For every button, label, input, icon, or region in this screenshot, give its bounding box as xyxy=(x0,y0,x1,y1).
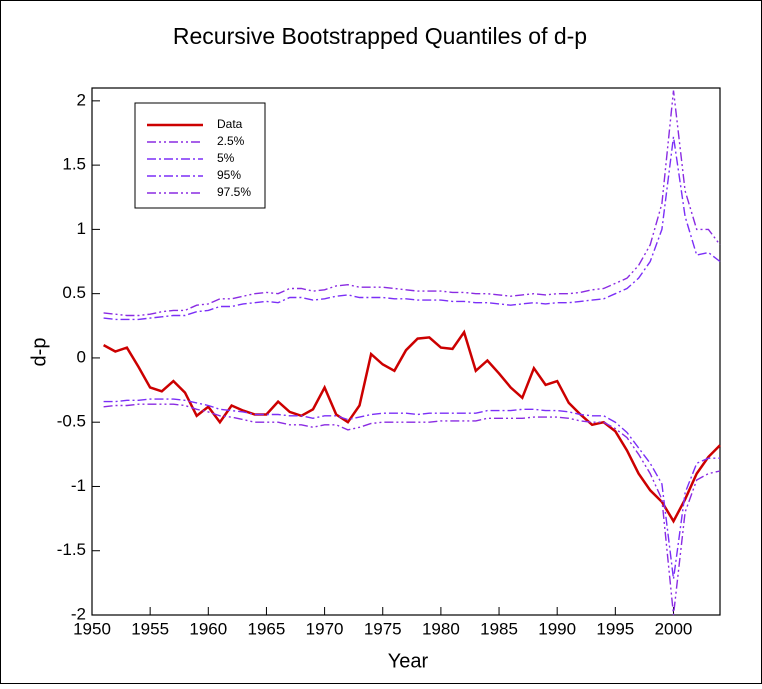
x-tick-label: 1985 xyxy=(480,619,518,638)
legend-label: 97.5% xyxy=(217,185,251,199)
x-tick-label: 2000 xyxy=(655,619,693,638)
y-tick-label: 0 xyxy=(77,347,86,366)
y-tick-label: -1.5 xyxy=(57,540,86,559)
legend-box xyxy=(134,102,266,209)
x-tick-label: 1975 xyxy=(364,619,402,638)
x-tick-label: 1960 xyxy=(189,619,227,638)
series-line xyxy=(103,398,720,580)
series-line xyxy=(103,329,721,524)
series-line xyxy=(103,403,721,616)
x-tick-label: 1965 xyxy=(248,619,286,638)
x-tick-label: 1995 xyxy=(596,619,634,638)
y-tick-label: -1 xyxy=(71,476,86,495)
chart-title: Recursive Bootstrapped Quantiles of d-p xyxy=(173,23,587,49)
y-tick-label: 2 xyxy=(77,90,86,109)
legend-label: 5% xyxy=(217,151,235,165)
x-tick-label: 1950 xyxy=(73,619,111,638)
x-tick-label: 1990 xyxy=(538,619,576,638)
series-line xyxy=(103,136,721,321)
x-tick-label: 1970 xyxy=(306,619,344,638)
y-tick-label: 1 xyxy=(77,219,86,238)
y-tick-label: 1.5 xyxy=(62,155,86,174)
legend-label: 95% xyxy=(217,168,241,182)
x-tick-label: 1955 xyxy=(131,619,169,638)
legend-label: 2.5% xyxy=(217,134,245,148)
x-axis-label: Year xyxy=(388,650,429,672)
legend: Data 2.5% 5% 95% 97.5% xyxy=(134,102,266,209)
legend-label: Data xyxy=(217,117,243,131)
y-tick-label: -2 xyxy=(71,604,86,623)
x-tick-label: 1980 xyxy=(422,619,460,638)
y-tick-label: 0.5 xyxy=(62,283,86,302)
y-axis-label: d-p xyxy=(28,338,50,367)
plot-area xyxy=(91,87,721,616)
y-tick-label: -0.5 xyxy=(57,412,86,431)
series-line xyxy=(103,90,721,317)
